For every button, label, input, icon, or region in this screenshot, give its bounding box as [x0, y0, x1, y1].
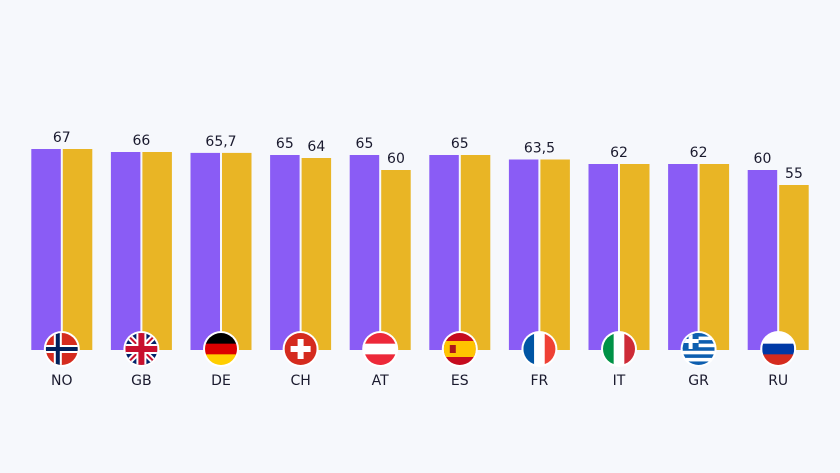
x-tick-label: CH [290, 373, 310, 389]
value-label: 62 [610, 145, 628, 161]
bar [142, 152, 172, 350]
flag-icon [282, 331, 319, 367]
bar [270, 155, 300, 350]
value-label: 65 [356, 136, 374, 152]
x-tick-label: GR [688, 373, 709, 389]
value-label: 65 [451, 136, 469, 152]
bar [190, 152, 220, 350]
value-label: 66 [132, 133, 150, 149]
bar [747, 170, 778, 350]
value-label: 62 [690, 145, 708, 161]
flag-part [205, 343, 237, 355]
bar [381, 170, 411, 350]
flag-part [682, 347, 715, 352]
x-tick-label: IT [613, 373, 626, 389]
flag-fill [284, 333, 317, 365]
flag-part [534, 333, 546, 365]
bar [668, 164, 698, 350]
x-tick-label: AT [372, 373, 389, 389]
flag-part [523, 333, 535, 365]
flag-part [762, 333, 795, 345]
flag-icon [362, 331, 399, 367]
flag-part [544, 333, 556, 365]
x-tick-label: FR [531, 373, 549, 389]
value-label: 60 [754, 151, 772, 167]
flag-part [45, 347, 78, 351]
flag-part [603, 333, 615, 365]
flag-fill [443, 333, 476, 365]
flag-fill [125, 333, 158, 365]
flag-part [682, 357, 715, 362]
x-tick-label: NO [51, 373, 73, 389]
flag-fill [603, 333, 635, 365]
flag-icon [43, 331, 80, 367]
flag-part [613, 333, 625, 365]
x-tick-label: DE [211, 373, 231, 389]
flag-part [682, 361, 715, 365]
flag-part [624, 333, 635, 365]
bar [540, 159, 570, 350]
flag-icon [760, 331, 797, 367]
flag-part [125, 346, 158, 352]
bar [349, 155, 380, 350]
flag-part [762, 343, 795, 355]
flag-fill [45, 333, 78, 365]
bar [429, 155, 459, 350]
bar [779, 185, 809, 350]
flag-icon [441, 331, 478, 367]
flag-part [364, 333, 397, 345]
flag-fill [682, 333, 715, 365]
flag-part [682, 350, 715, 355]
bar [62, 149, 93, 350]
value-label: 63,5 [524, 141, 555, 157]
value-label: 67 [53, 130, 71, 146]
flag-fill [762, 333, 795, 365]
flag-part [682, 339, 699, 343]
flag-icon [521, 331, 558, 367]
value-label: 64 [307, 139, 325, 155]
flag-fill [205, 333, 237, 365]
flag-icon [123, 331, 160, 367]
flag-part [682, 354, 715, 359]
flag-part [205, 333, 237, 345]
x-tick-label: RU [768, 373, 788, 389]
bar [301, 158, 332, 350]
bar [588, 164, 618, 350]
bar [31, 149, 61, 350]
bar [620, 164, 650, 350]
x-tick-label: ES [451, 373, 469, 389]
flag-part [364, 343, 397, 355]
flag-part [762, 354, 795, 365]
value-label: 55 [785, 166, 803, 182]
flag-part [290, 346, 311, 352]
value-label: 60 [387, 151, 405, 167]
flag-part [364, 354, 397, 365]
flag-fill [523, 333, 556, 365]
flag-icon [601, 331, 637, 367]
bar [508, 159, 539, 350]
flag-fill [364, 333, 397, 365]
bar [110, 152, 141, 350]
flag-part [205, 354, 237, 365]
flag-part [443, 341, 476, 357]
value-label: 65 [276, 136, 294, 152]
flag-icon [680, 331, 717, 367]
x-tick-label: GB [131, 373, 151, 389]
value-label: 65,7 [205, 134, 236, 150]
bar [699, 164, 730, 350]
flag-icon [203, 331, 239, 367]
flag-part [449, 345, 456, 353]
bar [222, 152, 252, 350]
bar [460, 155, 491, 350]
